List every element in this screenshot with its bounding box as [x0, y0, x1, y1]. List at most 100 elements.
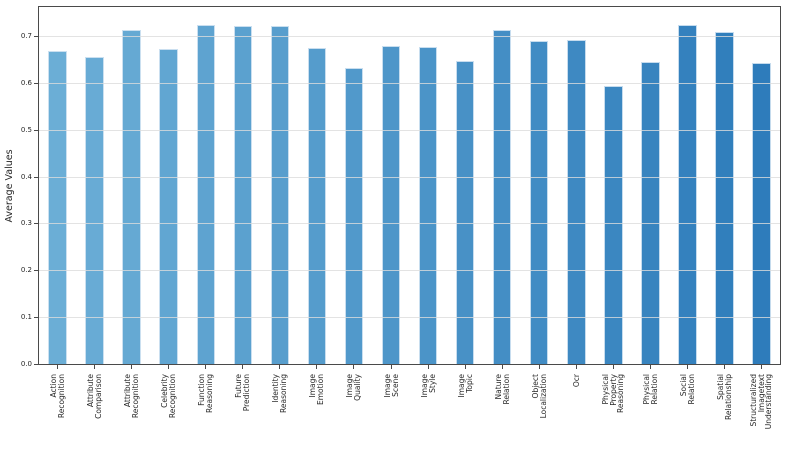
x-tick-label-line: Reasoning	[616, 374, 625, 413]
x-tick-label-line: Understanding	[764, 374, 774, 430]
y-tick-label: 0.0	[20, 359, 32, 368]
x-tick-mark	[242, 365, 244, 369]
y-tick-label: 0.7	[20, 32, 32, 41]
y-tick-label: 0.4	[20, 172, 32, 181]
x-tick-label-line: Emotion	[315, 374, 325, 405]
bar	[48, 50, 67, 364]
y-tick-mark	[34, 176, 38, 178]
x-tick-label: Ocr	[571, 374, 581, 444]
x-tick-label-line: Relation	[649, 374, 659, 405]
x-tick-label: Social Relation	[679, 374, 696, 444]
y-tick-label: 0.3	[20, 219, 32, 228]
x-tick-label: Object Localization	[531, 374, 548, 444]
x-tick-label: Celebrity Recognition	[160, 374, 177, 444]
x-tick-label-line: Comparison	[93, 374, 103, 419]
bar	[233, 26, 252, 364]
y-tick-mark	[34, 223, 38, 225]
bar	[196, 24, 215, 364]
x-tick-label-line: Style	[427, 374, 436, 393]
bar	[122, 29, 141, 364]
x-tick-mark	[612, 365, 614, 369]
gridline	[39, 316, 780, 318]
x-tick-mark	[761, 365, 762, 369]
x-tick-mark	[205, 365, 207, 369]
bar	[678, 24, 697, 364]
x-tick-label: Nature Relation	[493, 374, 511, 444]
y-tick-mark	[34, 270, 38, 271]
x-tick-label-line: Nature	[493, 374, 503, 400]
x-tick-label: Future Prediction	[234, 374, 251, 444]
x-tick-label: Identity Reasoning	[271, 374, 288, 444]
x-tick-label-line: Relation	[501, 374, 511, 405]
y-tick-mark	[34, 83, 38, 85]
bar	[381, 45, 401, 364]
gridline	[39, 129, 780, 131]
gridline	[39, 223, 780, 225]
x-tick-label-line: Ocr	[571, 374, 581, 388]
x-tick-mark	[501, 365, 503, 369]
bar	[492, 30, 512, 364]
x-tick-label-line: Localization	[538, 374, 548, 419]
x-tick-label: Attribute Recognition	[123, 374, 140, 444]
x-tick-label-line: Topic	[464, 374, 474, 393]
x-tick-label-line: Image	[419, 374, 429, 398]
x-tick-mark	[723, 365, 725, 369]
x-tick-mark	[353, 365, 355, 369]
x-tick-label: Image Scene	[382, 374, 400, 444]
x-tick-label-line: Scene	[390, 374, 399, 397]
x-tick-label: Structuralized Imagetext Understanding	[749, 374, 774, 444]
x-tick-mark	[538, 365, 540, 369]
x-tick-mark	[57, 365, 58, 369]
x-tick-mark	[427, 365, 429, 369]
bar	[715, 31, 734, 364]
x-tick-mark	[279, 365, 281, 369]
x-tick-label-line: Image	[382, 374, 392, 398]
gridline	[39, 176, 780, 178]
gridline	[39, 270, 780, 271]
gridline	[39, 36, 780, 38]
x-tick-mark	[131, 365, 133, 369]
y-tick-mark	[34, 363, 38, 365]
plot-area	[38, 6, 781, 365]
y-tick-label: 0.1	[20, 312, 32, 321]
y-tick-mark	[34, 36, 38, 38]
x-tick-label: Image Emotion	[308, 374, 325, 444]
x-tick-label: Function Reasoning	[197, 374, 214, 444]
x-tick-label: Image Style	[419, 374, 437, 444]
bar	[85, 57, 104, 364]
x-tick-mark	[390, 365, 392, 369]
y-axis-title: Average Values	[4, 149, 15, 223]
x-tick-label: Action Recognition	[49, 374, 66, 444]
x-tick-label-line: Recognition	[167, 374, 177, 419]
bar	[641, 61, 660, 364]
x-tick-label-line: Recognition	[56, 374, 66, 419]
gridline	[39, 83, 780, 85]
bar	[529, 40, 549, 364]
x-tick-label: Attribute Comparison	[86, 374, 103, 444]
x-tick-label-line: Prediction	[241, 374, 251, 412]
x-tick-mark	[649, 365, 651, 369]
x-tick-mark	[316, 365, 318, 369]
y-tick-label: 0.5	[20, 125, 32, 134]
x-tick-label-line: Reasoning	[204, 374, 214, 413]
bar	[455, 61, 475, 364]
x-tick-label: Image Quality	[345, 374, 362, 444]
x-tick-label-line: Relation	[686, 374, 696, 405]
y-tick-mark	[34, 316, 38, 318]
y-tick-label: 0.6	[20, 79, 32, 88]
x-tick-mark	[686, 365, 688, 369]
bar	[418, 46, 438, 364]
x-tick-label: Image Topic	[457, 374, 474, 444]
x-tick-label-line: Relationship	[723, 374, 733, 421]
x-tick-label: Spatial Relationship	[716, 374, 733, 444]
bar	[604, 86, 623, 364]
y-tick-label: 0.2	[20, 266, 32, 274]
x-tick-mark	[94, 365, 96, 369]
x-tick-mark	[464, 365, 466, 369]
bar	[567, 40, 586, 364]
x-tick-mark	[575, 365, 577, 369]
x-tick-label: Physical Property Reasoning	[601, 374, 625, 444]
bar	[307, 47, 327, 364]
x-tick-label-line: Quality	[352, 374, 362, 401]
